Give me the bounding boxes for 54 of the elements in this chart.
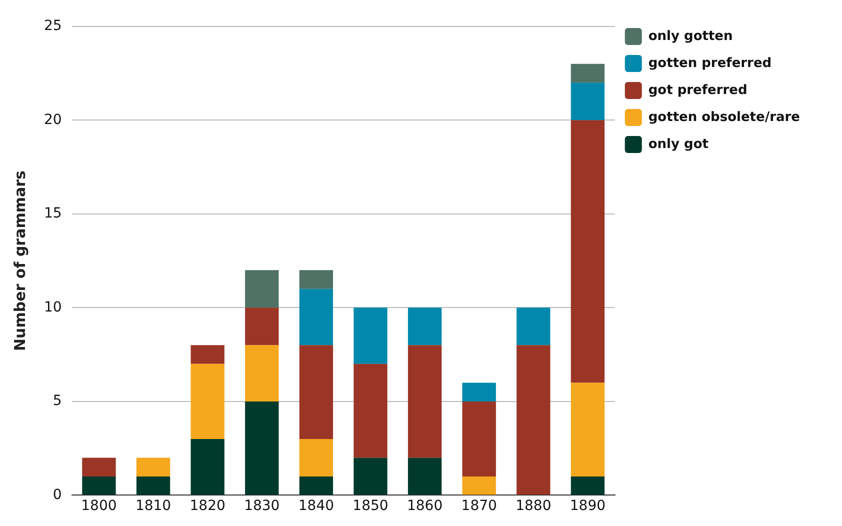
bar — [462, 476, 496, 495]
bar — [190, 364, 224, 439]
bar — [570, 382, 605, 476]
bar — [136, 476, 170, 495]
bar — [408, 345, 442, 458]
bar — [354, 308, 388, 364]
bar — [570, 82, 605, 120]
bar — [82, 458, 116, 476]
y-tick-label: 15 — [44, 206, 62, 222]
bar — [245, 401, 279, 495]
bar — [245, 345, 279, 402]
y-tick-label: 25 — [44, 18, 62, 34]
x-tick-label: 1840 — [298, 498, 334, 514]
y-tick-label: 20 — [44, 112, 62, 128]
bar — [190, 345, 224, 364]
y-tick-label: 10 — [44, 299, 62, 316]
legend-label: only gotten — [648, 28, 733, 44]
bar — [245, 308, 279, 346]
x-tick-label: 1870 — [461, 498, 497, 514]
legend-label: got preferred — [648, 82, 748, 98]
bar — [299, 438, 334, 476]
x-tick-label: 1880 — [516, 498, 552, 514]
bar — [190, 438, 224, 495]
x-tick-label: 1820 — [190, 498, 226, 514]
bar — [245, 270, 279, 308]
bar — [136, 458, 170, 476]
bar — [570, 476, 605, 495]
y-tick-label: 5 — [52, 393, 62, 410]
bar — [570, 120, 605, 383]
bar — [354, 364, 388, 458]
bar — [462, 401, 496, 476]
bar — [354, 458, 388, 495]
legend-label: only got — [648, 136, 708, 152]
bar — [299, 270, 334, 289]
x-tick-label: 1810 — [135, 498, 172, 514]
x-tick-label: 1890 — [570, 498, 606, 514]
x-tick-label: 1830 — [244, 498, 280, 514]
x-tick-label: 1800 — [81, 498, 117, 514]
x-tick-label: 1850 — [352, 498, 388, 514]
bar — [516, 308, 550, 346]
y-tick-label: 0 — [52, 486, 62, 503]
bar — [408, 458, 442, 495]
bar — [299, 288, 334, 346]
x-tick-label: 1860 — [406, 498, 443, 514]
bar — [516, 345, 550, 495]
bar — [462, 382, 496, 402]
bar — [408, 308, 442, 346]
bar — [299, 345, 334, 439]
y-axis-title: Number of grammars — [10, 170, 29, 352]
bar — [299, 476, 334, 495]
legend-label: gotten obsolete/rare — [648, 110, 800, 125]
bar — [570, 64, 605, 83]
bar — [82, 476, 116, 495]
legend-label: gotten preferred — [648, 56, 772, 71]
